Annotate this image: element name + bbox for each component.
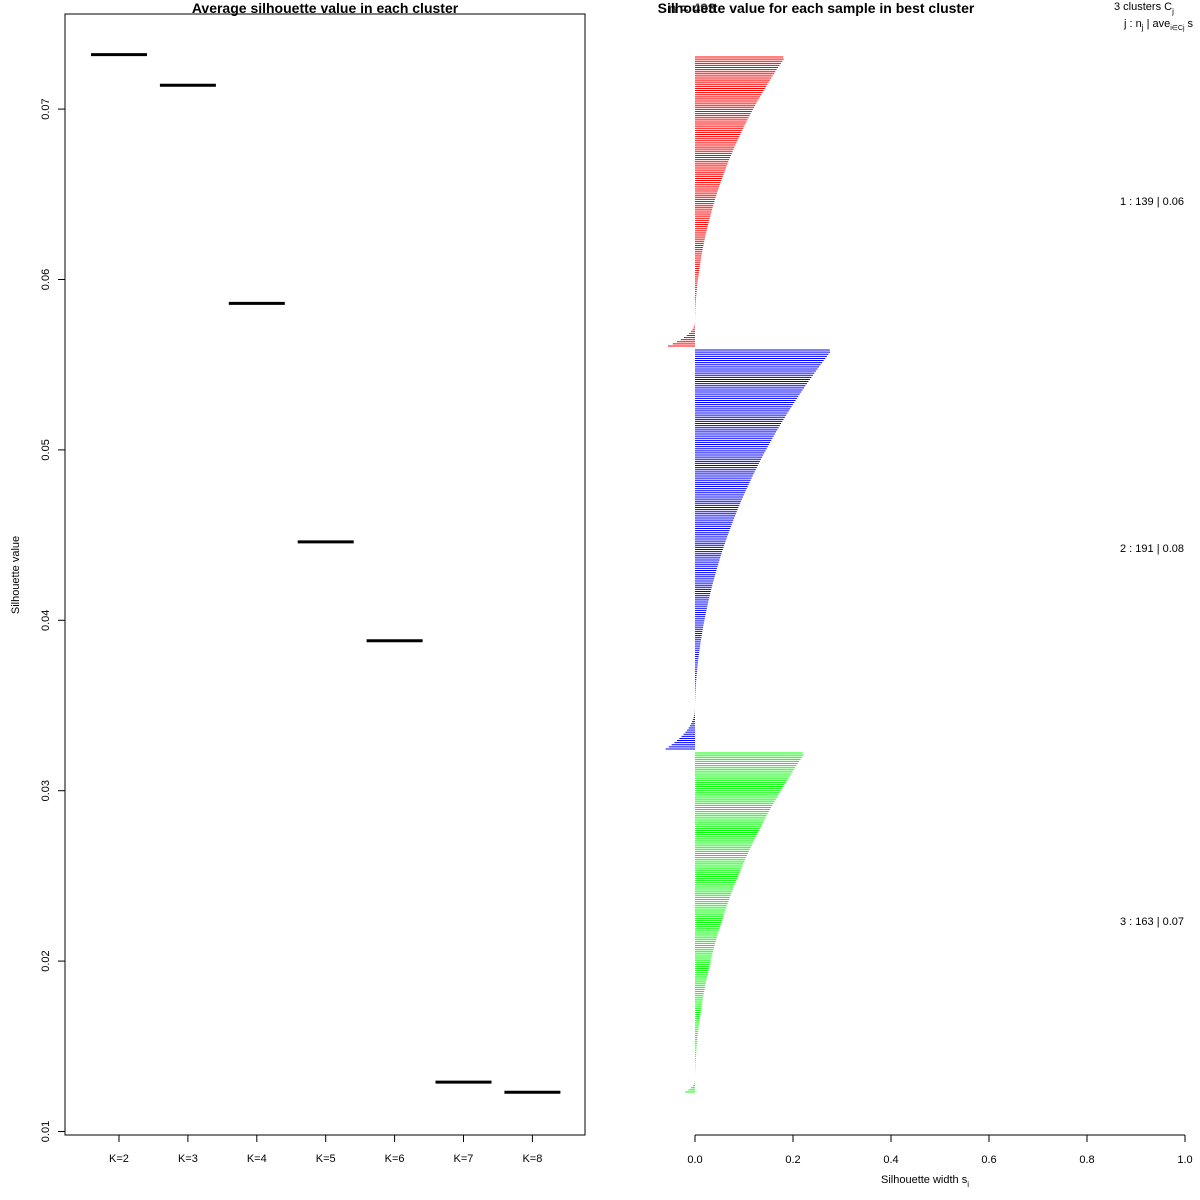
legend-header-2-sub2: i∈Cj	[1170, 25, 1185, 32]
right-x-tick-label: 0.4	[883, 1154, 898, 1166]
right-chart-subtitle-overlap: n = 493	[668, 0, 716, 16]
legend-header-1-text: 3 clusters C	[1114, 1, 1172, 13]
left-y-tick-label: 0.02	[40, 950, 52, 971]
right-x-axis: 0.0 0.2 0.4 0.6 0.8 1.0	[687, 1134, 1193, 1166]
legend-header-2-tail: s	[1185, 18, 1194, 30]
left-x-tick-label: K=2	[109, 1153, 129, 1165]
left-y-tick-label: 0.01	[40, 1121, 52, 1142]
legend-header-2-text: j : n	[1123, 18, 1142, 30]
left-x-tick-label: K=7	[454, 1153, 474, 1165]
left-marks	[91, 53, 561, 1094]
left-x-tick-label: K=8	[522, 1153, 542, 1165]
left-y-tick-label: 0.07	[40, 98, 52, 119]
right-x-tick-label: 0.6	[981, 1154, 996, 1166]
left-chart-title: Average silhouette value in each cluster	[192, 0, 459, 16]
right-panel: n = 493 Silhouette value for each sample…	[658, 0, 1194, 1189]
right-chart-title: Silhouette value for each sample in best…	[658, 0, 975, 16]
left-y-tick-label: 0.05	[40, 439, 52, 460]
left-y-axis: 0.01 0.02 0.03 0.04 0.05 0.06 0.07	[40, 98, 66, 1142]
right-legend: 3 clusters Cj j : nj | avei∈Cj s 1 : 139…	[1114, 1, 1194, 928]
left-plot-frame	[64, 13, 586, 1136]
legend-cluster-3: 3 : 163 | 0.07	[1120, 916, 1184, 928]
left-x-tick-label: K=6	[385, 1153, 405, 1165]
left-panel: Average silhouette value in each cluster…	[10, 0, 586, 1165]
right-x-axis-label-text: Silhouette width s	[881, 1174, 968, 1186]
left-y-tick-label: 0.06	[40, 269, 52, 290]
legend-cluster-2: 2 : 191 | 0.08	[1120, 543, 1184, 555]
left-x-tick-label: K=5	[316, 1153, 336, 1165]
legend-header-1-sub: j	[1171, 7, 1174, 16]
left-y-tick-label: 0.03	[40, 780, 52, 801]
left-y-axis-label: Silhouette value	[10, 536, 22, 614]
right-x-axis-label-sub: i	[967, 1180, 969, 1189]
right-x-axis-label: Silhouette width si	[881, 1174, 969, 1189]
right-x-tick-label: 0.0	[687, 1154, 702, 1166]
legend-header-2-mid: | ave	[1144, 18, 1171, 30]
left-x-tick-label: K=3	[178, 1153, 198, 1165]
right-x-tick-label: 1.0	[1177, 1154, 1192, 1166]
right-x-tick-label: 0.8	[1079, 1154, 1094, 1166]
legend-header-2-sub1: j	[1141, 23, 1144, 32]
right-x-tick-label: 0.2	[785, 1154, 800, 1166]
left-x-tick-label: K=4	[247, 1153, 267, 1165]
right-bars	[665, 56, 831, 1093]
legend-header-1: 3 clusters Cj	[1114, 1, 1174, 16]
legend-cluster-1: 1 : 139 | 0.06	[1120, 196, 1184, 208]
left-x-axis: K=2 K=3 K=4 K=5 K=6 K=7 K=8	[109, 1135, 542, 1165]
legend-header-2: j : nj | avei∈Cj s	[1123, 18, 1194, 32]
left-y-tick-label: 0.04	[40, 610, 52, 631]
